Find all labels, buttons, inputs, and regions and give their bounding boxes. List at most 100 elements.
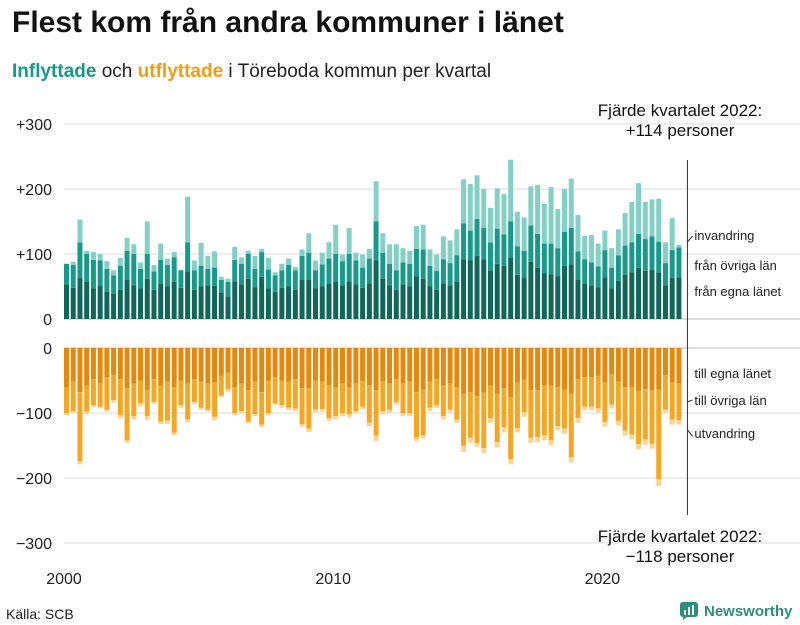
bar-out-utvandring [97,406,103,409]
bar-in-invandring [158,243,164,260]
bar-in-ovriga [622,245,628,275]
bar-out-ovriga [407,381,413,413]
bar-in-egna [434,289,440,319]
bar-out-utvandring [111,400,117,403]
bar-in-egna [185,271,191,319]
bar-in-ovriga [138,268,144,289]
bar-in-ovriga [191,270,197,290]
bar-out-utvandring [629,434,635,439]
y-tick-label-in: +300 [16,117,52,134]
bar-in-ovriga [286,265,292,287]
bar-in-egna [259,276,265,319]
bar-in-invandring [555,209,561,249]
bar-in-egna [212,285,218,319]
bar-out-ovriga [461,393,467,446]
bar-in-ovriga [151,271,157,290]
bar-in-ovriga [373,221,379,261]
bar-out-egna [541,348,547,386]
bar-in-egna [319,286,325,319]
bar-out-utvandring [306,428,312,432]
bar-in-ovriga [535,233,541,268]
bar-in-egna [218,293,224,319]
bar-in-ovriga [313,270,319,289]
bar-out-ovriga [97,383,103,407]
bar-in-invandring [265,257,271,270]
bar-out-egna [380,348,386,382]
bar-in-egna [662,285,668,319]
bar-in-invandring [494,188,500,229]
bar-in-egna [481,259,487,319]
bar-in-invandring [70,261,76,266]
bar-in-egna [676,277,682,319]
bar-out-egna [205,348,211,384]
bar-out-utvandring [238,411,244,414]
bar-in-ovriga [198,265,204,287]
bar-out-egna [413,348,419,393]
bar-out-ovriga [64,387,69,413]
bar-out-ovriga [326,385,332,419]
bar-out-utvandring [360,406,366,410]
bar-in-ovriga [649,236,655,270]
bar-in-invandring [481,189,487,228]
bar-out-egna [90,348,96,380]
bar-out-egna [131,348,137,384]
bar-in-ovriga [272,275,278,292]
bar-out-ovriga [615,381,621,421]
subtitle-rest: i Töreboda kommun per kvartal [223,61,492,82]
bar-out-egna [440,348,446,386]
bar-out-utvandring [400,413,406,417]
bar-in-egna [299,280,305,319]
bar-out-egna [400,348,406,384]
bar-out-egna [467,348,473,393]
bar-out-egna [225,348,231,373]
bar-in-invandring [124,237,130,251]
bar-in-invandring [595,243,601,267]
bar-out-ovriga [662,375,668,410]
bar-in-egna [501,265,507,319]
bar-out-ovriga [313,380,319,410]
bar-out-ovriga [622,387,628,431]
bar-out-ovriga [440,385,446,417]
bar-out-utvandring [535,437,541,443]
bar-out-egna [575,348,581,380]
bar-in-ovriga [225,281,231,297]
bar-out-egna [286,348,292,382]
bar-out-ovriga [104,377,110,410]
bar-out-utvandring [562,428,568,434]
bar-out-ovriga [185,383,191,420]
bar-out-egna [649,348,655,391]
bar-in-invandring [117,257,123,266]
bar-out-utvandring [622,430,628,436]
bar-in-invandring [434,254,440,271]
bar-out-egna [353,348,359,384]
bar-in-egna [602,277,608,319]
bar-in-ovriga [238,263,244,285]
bar-in-egna [461,259,467,319]
bar-in-egna [582,283,588,319]
bar-in-invandring [97,254,103,261]
bar-out-ovriga [279,380,285,406]
bar-in-egna [528,261,534,319]
bar-in-ovriga [333,254,339,282]
bar-out-utvandring [313,409,319,413]
bar-out-utvandring [218,395,224,398]
bar-out-egna [494,348,500,394]
bar-in-ovriga [629,242,635,273]
bar-out-utvandring [124,440,130,443]
bar-in-invandring [622,213,628,246]
bar-out-egna [259,348,265,393]
bar-in-invandring [218,276,224,280]
bar-out-egna [111,348,117,376]
subtitle-inflyttade: Inflyttade [12,61,97,82]
bar-in-ovriga [164,265,170,287]
bar-in-egna [64,284,69,319]
bar-in-invandring [259,248,265,253]
bar-out-egna [319,348,325,382]
bar-out-egna [232,348,238,387]
bar-out-ovriga [373,390,379,436]
bar-in-invandring [185,196,191,243]
subtitle-och: och [96,61,138,82]
bar-out-egna [609,348,615,374]
bar-out-egna [104,348,110,378]
bar-out-utvandring [232,413,238,415]
